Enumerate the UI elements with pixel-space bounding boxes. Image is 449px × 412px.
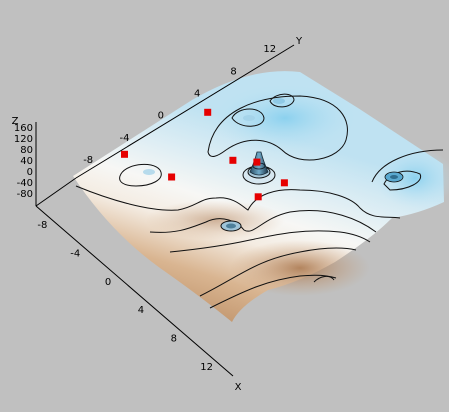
surface-high-region [375, 148, 449, 208]
x-tick-label: 8 [171, 334, 177, 345]
x-tick-label: -4 [70, 249, 80, 260]
y-tick-label: -8 [83, 155, 93, 166]
x-tick-label: 0 [105, 277, 111, 288]
z-tick-label: 0 [27, 167, 33, 178]
surface-low-region [145, 200, 285, 240]
z-tick-label: 40 [20, 156, 33, 167]
x-tick-label: 4 [138, 305, 144, 316]
marker-layer [121, 108, 288, 201]
data-marker-6[interactable] [254, 193, 262, 201]
data-marker-3[interactable] [204, 108, 212, 116]
y-tick-label: 12 [263, 44, 276, 55]
z-tick-label: 80 [20, 145, 33, 156]
x-axis-label: X [235, 382, 242, 393]
data-marker-4[interactable] [229, 156, 237, 164]
z-tick-label: -40 [17, 178, 33, 189]
data-marker-5[interactable] [253, 158, 261, 166]
data-marker-2[interactable] [168, 173, 176, 181]
y-axis-label: Y [295, 36, 303, 47]
x-tick-label: 12 [200, 362, 213, 373]
surface-low-region [230, 240, 370, 296]
surface-high-region [210, 83, 360, 153]
y-tick-label: -4 [120, 133, 130, 144]
data-marker-1[interactable] [121, 150, 128, 158]
z-axis-label: Z [12, 116, 19, 127]
axes [35, 44, 295, 377]
y-axis [75, 44, 295, 179]
y-tick-label: 8 [230, 66, 236, 77]
z-tick-label: -80 [17, 189, 33, 200]
surface-small-peaks [143, 98, 404, 232]
data-marker-7[interactable] [280, 179, 288, 187]
x-tick-label: -8 [37, 220, 47, 231]
contour-lines [75, 93, 444, 309]
x-axis [35, 205, 234, 377]
y-tick-label: 0 [158, 111, 164, 122]
y-tick-label: 4 [194, 88, 200, 99]
z-tick-label: 120 [14, 134, 33, 145]
z-tick-label: 160 [14, 123, 33, 134]
